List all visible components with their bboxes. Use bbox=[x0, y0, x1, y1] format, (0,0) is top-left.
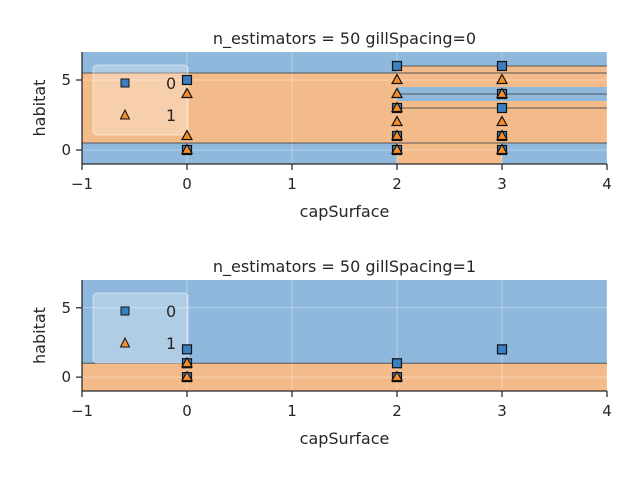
decision-region bbox=[82, 143, 397, 164]
data-point-class0 bbox=[496, 102, 508, 114]
x-tick-label: −1 bbox=[71, 175, 93, 193]
data-point-class1 bbox=[390, 129, 404, 141]
x-tick-label: 3 bbox=[497, 402, 507, 420]
data-point-class1 bbox=[180, 87, 194, 99]
data-point-class1 bbox=[390, 101, 404, 113]
y-axis-label: habitat bbox=[30, 307, 49, 364]
data-point-class0 bbox=[391, 358, 403, 369]
y-tick-label: 0 bbox=[61, 368, 71, 386]
x-tick-label: 1 bbox=[287, 402, 297, 420]
chart-title: n_estimators = 50 gillSpacing=1 bbox=[213, 257, 476, 277]
legend-label: 0 bbox=[166, 74, 176, 93]
data-point-class0 bbox=[181, 344, 193, 355]
data-point-class1 bbox=[495, 143, 509, 155]
x-tick-label: 4 bbox=[602, 175, 612, 193]
x-tick-label: 3 bbox=[497, 175, 507, 193]
legend: 01 bbox=[92, 64, 189, 136]
data-point-class0 bbox=[391, 60, 403, 72]
x-tick-label: 4 bbox=[602, 402, 612, 420]
data-point-class0 bbox=[181, 74, 193, 86]
data-point-class1 bbox=[180, 129, 194, 141]
legend-label: 1 bbox=[166, 334, 176, 353]
y-tick-label: 5 bbox=[61, 299, 71, 317]
data-point-class1 bbox=[180, 370, 194, 382]
x-tick-label: 2 bbox=[392, 402, 402, 420]
legend-label: 0 bbox=[166, 302, 176, 321]
x-tick-label: 0 bbox=[182, 175, 192, 193]
decision-region bbox=[397, 143, 502, 164]
data-point-class1 bbox=[495, 115, 509, 127]
data-point-class1 bbox=[390, 370, 404, 382]
data-point-class1 bbox=[495, 129, 509, 141]
data-point-class1 bbox=[390, 87, 404, 99]
x-axis-label: capSurface bbox=[300, 202, 390, 221]
data-point-class0 bbox=[496, 344, 508, 355]
legend-label: 1 bbox=[166, 106, 176, 125]
chart-title: n_estimators = 50 gillSpacing=0 bbox=[213, 29, 476, 49]
data-point-class1 bbox=[180, 143, 194, 155]
data-point-class1 bbox=[495, 87, 509, 99]
data-point-class1 bbox=[180, 356, 194, 368]
data-point-class1 bbox=[390, 73, 404, 85]
x-tick-label: 1 bbox=[287, 175, 297, 193]
x-tick-label: −1 bbox=[71, 402, 93, 420]
data-point-class1 bbox=[495, 73, 509, 85]
data-point-class1 bbox=[390, 115, 404, 127]
decision-region bbox=[82, 280, 607, 364]
legend-box bbox=[92, 292, 189, 364]
legend-marker-triangle bbox=[119, 336, 131, 348]
legend-marker-triangle bbox=[119, 108, 131, 120]
legend: 01 bbox=[92, 292, 189, 364]
data-point-class0 bbox=[496, 60, 508, 72]
decision-region bbox=[82, 73, 397, 143]
decision-region bbox=[82, 363, 607, 391]
y-axis-label: habitat bbox=[30, 80, 49, 137]
legend-marker-square bbox=[120, 78, 130, 88]
y-tick-label: 5 bbox=[61, 71, 71, 89]
legend-box bbox=[92, 64, 189, 136]
x-tick-label: 0 bbox=[182, 402, 192, 420]
x-tick-label: 2 bbox=[392, 175, 402, 193]
x-axis-label: capSurface bbox=[300, 429, 390, 448]
data-point-class1 bbox=[390, 143, 404, 155]
legend-marker-square bbox=[120, 306, 130, 316]
y-tick-label: 0 bbox=[61, 141, 71, 159]
